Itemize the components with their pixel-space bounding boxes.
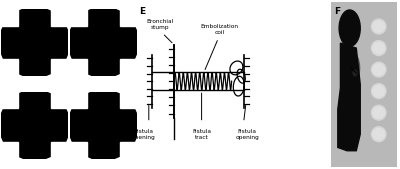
Circle shape (122, 143, 125, 146)
Ellipse shape (372, 62, 386, 77)
Circle shape (68, 7, 138, 77)
Circle shape (121, 137, 124, 139)
Polygon shape (338, 43, 360, 151)
Ellipse shape (353, 70, 357, 76)
Bar (120, 142, 154, 169)
Circle shape (4, 12, 65, 73)
Bar (0, 59, 18, 92)
Text: Bronchial
stump: Bronchial stump (146, 19, 173, 43)
Circle shape (0, 90, 70, 160)
Bar (51, 142, 85, 169)
Ellipse shape (373, 128, 385, 140)
Circle shape (82, 118, 85, 120)
Bar (120, 0, 154, 26)
Ellipse shape (372, 84, 386, 99)
Bar (53, 59, 87, 92)
Circle shape (73, 12, 134, 73)
Circle shape (73, 94, 134, 156)
Bar (51, 59, 85, 92)
Ellipse shape (373, 21, 385, 32)
Ellipse shape (372, 19, 386, 34)
Text: A: A (5, 16, 12, 25)
Ellipse shape (372, 127, 386, 142)
Ellipse shape (373, 42, 385, 54)
Circle shape (24, 35, 36, 47)
Bar (0, 142, 18, 169)
Text: Embolization
coil: Embolization coil (200, 25, 238, 69)
Bar (51, 75, 85, 108)
Circle shape (101, 120, 106, 125)
Circle shape (102, 142, 104, 144)
Text: E: E (139, 7, 145, 16)
Bar (0, 0, 18, 26)
Circle shape (123, 136, 126, 139)
Ellipse shape (373, 107, 385, 118)
Circle shape (20, 107, 43, 130)
Text: F: F (334, 7, 340, 16)
Ellipse shape (339, 10, 360, 46)
Circle shape (68, 90, 138, 160)
Circle shape (0, 7, 70, 77)
Circle shape (121, 139, 124, 142)
Text: Fistula
opening: Fistula opening (235, 129, 259, 140)
Circle shape (97, 142, 99, 144)
Circle shape (18, 128, 28, 139)
Text: Fistula
opening: Fistula opening (132, 129, 156, 140)
Text: D: D (74, 99, 82, 108)
Text: Fistula
tract: Fistula tract (192, 129, 211, 140)
Ellipse shape (372, 41, 386, 55)
Bar (51, 0, 85, 26)
Ellipse shape (373, 64, 385, 75)
Bar (0, 75, 18, 108)
Bar (53, 75, 87, 108)
Bar (120, 59, 154, 92)
Ellipse shape (373, 85, 385, 97)
Circle shape (114, 121, 116, 124)
Ellipse shape (372, 105, 386, 120)
Circle shape (100, 122, 110, 132)
Circle shape (99, 38, 109, 47)
Text: B: B (5, 99, 12, 108)
Bar (120, 75, 154, 108)
Ellipse shape (345, 53, 360, 83)
Bar (53, 142, 87, 169)
Circle shape (112, 111, 116, 114)
Bar (53, 0, 87, 26)
Text: C: C (74, 16, 81, 25)
Circle shape (4, 94, 65, 156)
Circle shape (97, 12, 124, 39)
